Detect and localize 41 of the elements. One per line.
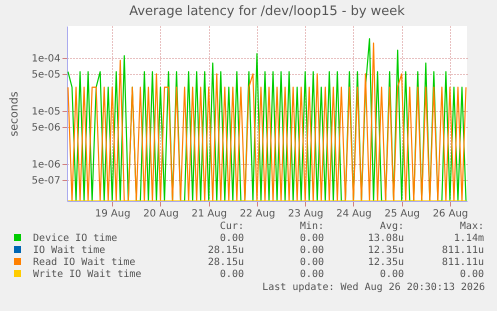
- text: 0.00: [218, 268, 244, 280]
- y-tick-label: 5e-07: [32, 175, 60, 186]
- text: Cur:: [218, 220, 244, 232]
- text: 0.00: [298, 232, 324, 244]
- x-tick-label: 23 Aug: [288, 208, 324, 220]
- text: 0.00: [298, 268, 324, 280]
- text: 28.15u: [206, 256, 244, 268]
- legend-label: Write IO Wait time: [32, 268, 142, 280]
- text: 28.15u: [206, 244, 244, 256]
- legend-label: IO Wait time: [32, 244, 106, 256]
- chart-title: Average latency for /dev/loop15 - by week: [129, 4, 406, 19]
- y-tick-label: 1e-06: [32, 159, 60, 170]
- text: Avg:: [378, 220, 404, 232]
- y-tick-label: 1e-04: [32, 53, 60, 64]
- text: 12.35u: [366, 244, 404, 256]
- legend-label: Read IO Wait time: [32, 256, 136, 268]
- text: 811.11u: [440, 244, 484, 256]
- x-tick-label: 22 Aug: [240, 208, 276, 220]
- text: 811.11u: [440, 256, 484, 268]
- y-tick-label: 1e-05: [32, 106, 60, 118]
- text: 0.00: [298, 244, 324, 256]
- text: Last update: Wed Aug 26 20:30:13 2026: [262, 282, 485, 293]
- x-tick-label: 21 Aug: [191, 208, 227, 220]
- text: 13.08u: [366, 232, 404, 244]
- text: 0.00: [298, 256, 324, 268]
- x-tick-label: 25 Aug: [384, 208, 420, 220]
- y-tick-label: 5e-06: [32, 122, 60, 134]
- text: Min:: [298, 220, 324, 232]
- text: 0.00: [218, 232, 244, 244]
- x-tick-label: 26 Aug: [432, 208, 468, 220]
- y-axis-title: seconds: [8, 91, 21, 136]
- text: 1.14m: [452, 232, 484, 244]
- x-tick-label: 19 Aug: [95, 208, 130, 220]
- text: Max:: [458, 220, 484, 232]
- text: 0.00: [378, 268, 404, 280]
- text: 0.00: [458, 268, 484, 280]
- y-tick-label: 5e-05: [32, 69, 60, 80]
- x-tick-label: 24 Aug: [336, 208, 372, 220]
- text: 12.35u: [366, 256, 404, 268]
- legend-label: Device IO time: [32, 232, 118, 244]
- x-tick-label: 20 Aug: [143, 208, 179, 220]
